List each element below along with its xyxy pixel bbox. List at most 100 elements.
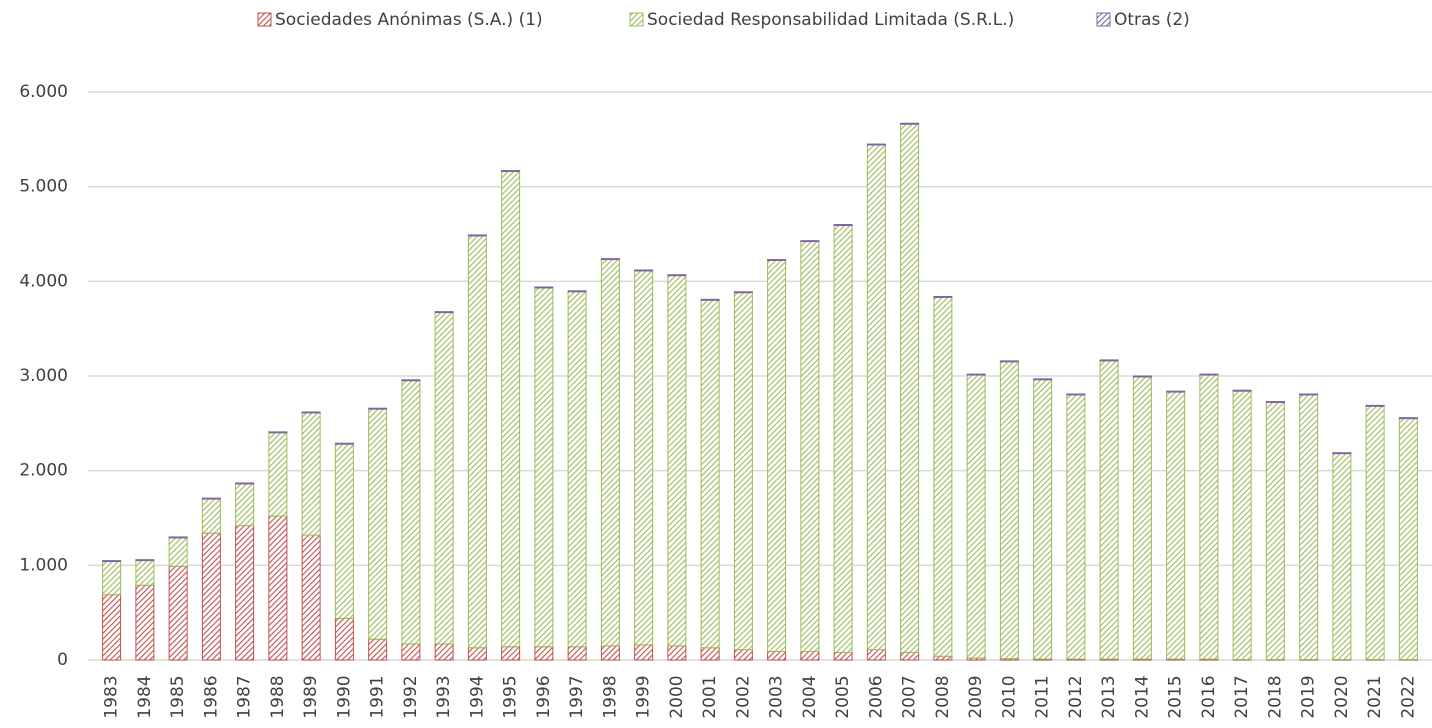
bar-segment [268, 432, 288, 517]
bar-segment [201, 498, 221, 534]
legend-label: Otras (2) [1114, 10, 1190, 30]
bar-segment [667, 645, 687, 661]
bar-segment [667, 274, 687, 277]
y-tick-label: 3.000 [19, 366, 68, 386]
x-tick-label: 1998 [600, 675, 620, 718]
bar-segment [767, 259, 787, 262]
bar-segment [634, 270, 654, 646]
y-tick-label: 1.000 [19, 555, 68, 575]
bar-segment [1332, 453, 1352, 661]
x-tick-label: 1996 [534, 675, 554, 718]
bar-segment [833, 651, 853, 661]
x-tick-label: 1994 [467, 675, 487, 718]
bar-segment [1166, 391, 1186, 660]
bar-segment [900, 122, 920, 125]
bar-segment [933, 296, 953, 657]
bar-segment [600, 259, 620, 647]
x-tick-label: 1999 [634, 675, 654, 718]
bar-segment [501, 646, 521, 661]
bar-segment [434, 312, 454, 645]
bar-segment [733, 292, 753, 651]
bar-segment [501, 171, 521, 648]
bar-segment [933, 655, 953, 661]
bar-segment [135, 560, 155, 586]
bar-segment [833, 224, 853, 226]
y-tick-label: 4.000 [19, 271, 68, 291]
bar-segment [700, 299, 720, 649]
bar-segment [1265, 401, 1285, 404]
y-tick-label: 6.000 [19, 82, 68, 102]
x-tick-label: 2008 [933, 675, 953, 718]
bar-segment [866, 144, 886, 651]
y-tick-label: 2.000 [19, 461, 68, 481]
bar-segment [966, 374, 986, 659]
bar-segment [168, 536, 188, 539]
bar-segment [767, 650, 787, 661]
legend-swatch [1096, 12, 1111, 27]
x-tick-label: 2004 [800, 675, 820, 718]
bar-segment [567, 291, 587, 648]
x-tick-label: 2009 [966, 675, 986, 718]
bar-segment [634, 644, 654, 661]
x-tick-label: 1995 [501, 675, 521, 718]
bar-segment [301, 411, 321, 414]
bar-segment [567, 290, 587, 293]
x-tick-label: 1985 [168, 675, 188, 718]
x-tick-label: 2019 [1299, 675, 1319, 718]
bar-segment [1265, 402, 1285, 661]
bar-segment [900, 123, 920, 653]
bar-segment [1232, 390, 1252, 661]
bar-segment [1398, 418, 1418, 661]
bar-segment [334, 443, 354, 619]
x-tick-label: 1992 [401, 675, 421, 718]
x-tick-label: 2015 [1166, 675, 1186, 718]
x-tick-label: 1986 [201, 675, 221, 718]
bar-segment [1033, 379, 1053, 660]
bar-segment [301, 534, 321, 661]
bar-segment [767, 260, 787, 652]
bar-segment [1132, 375, 1152, 378]
bar-segment [866, 649, 886, 661]
x-tick-label: 2022 [1398, 675, 1418, 718]
bar-segment [634, 269, 654, 272]
bar-segment [700, 298, 720, 301]
bar-segment [1199, 374, 1219, 660]
x-tick-label: 2002 [733, 675, 753, 718]
x-tick-label: 2003 [767, 675, 787, 718]
bar-segment [600, 645, 620, 661]
bar-segment [1099, 360, 1119, 660]
bar-segment [966, 373, 986, 376]
x-tick-label: 1993 [434, 675, 454, 718]
bar-segment [301, 412, 321, 536]
bar-segment [102, 561, 122, 596]
bar-segment [1099, 359, 1119, 362]
bar-segment [800, 650, 820, 661]
bar-segment [467, 647, 487, 661]
bar-segment [1232, 389, 1252, 392]
bar-segment [1299, 394, 1319, 661]
legend-label: Sociedad Responsabilidad Limitada (S.R.L… [647, 10, 1014, 30]
bar-segment [368, 407, 388, 410]
x-tick-label: 1984 [135, 675, 155, 718]
bar-segment [168, 537, 188, 567]
bar-segment [1066, 393, 1086, 396]
bar-segment [800, 241, 820, 652]
y-tick-label: 5.000 [19, 177, 68, 197]
x-tick-label: 2017 [1232, 675, 1252, 718]
x-tick-label: 2007 [900, 675, 920, 718]
x-tick-label: 2000 [667, 675, 687, 718]
bar-segment [733, 649, 753, 661]
bar-segment [102, 560, 122, 563]
bar-segment [501, 170, 521, 173]
bar-segment [235, 482, 255, 485]
x-tick-label: 2005 [833, 675, 853, 718]
bar-segment [235, 525, 255, 661]
x-tick-label: 2012 [1066, 675, 1086, 718]
bar-segment [866, 143, 886, 146]
x-tick-label: 1988 [268, 675, 288, 718]
bar-segment [467, 235, 487, 649]
bar-segment [1033, 378, 1053, 381]
bar-segment [334, 442, 354, 445]
y-tick-label: 0 [57, 650, 68, 670]
